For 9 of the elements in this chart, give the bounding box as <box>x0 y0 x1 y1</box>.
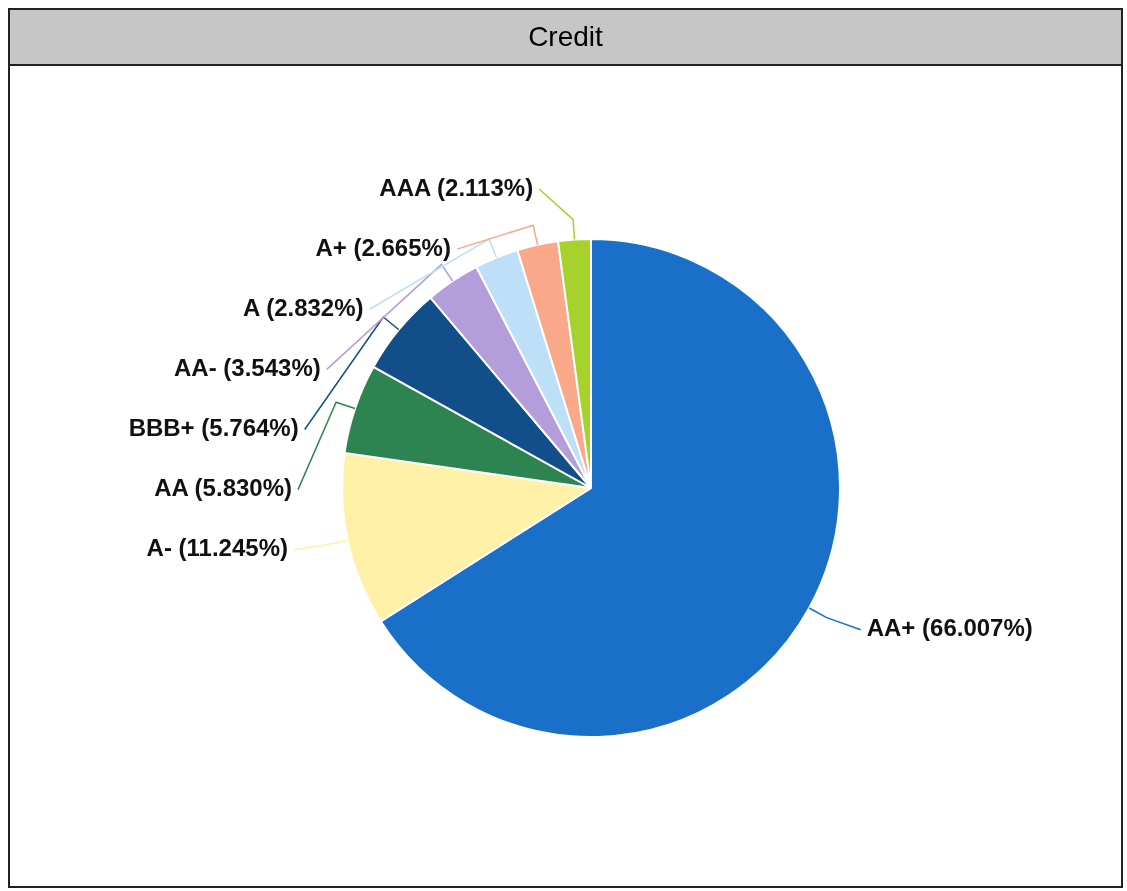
slice-label: A- (11.245%) <box>146 534 289 562</box>
slice-label: AA- (3.543%) <box>174 354 321 382</box>
slice-label: A+ (2.665%) <box>315 233 451 261</box>
slice-label: AA (5.830%) <box>154 474 293 502</box>
slice-label: AAA (2.113%) <box>379 173 534 201</box>
slice-label: A (2.832%) <box>243 293 364 321</box>
slice-label: BBB+ (5.764%) <box>128 414 299 442</box>
chart-title: Credit <box>10 10 1121 66</box>
slice-label: AA+ (66.007%) <box>866 614 1033 642</box>
